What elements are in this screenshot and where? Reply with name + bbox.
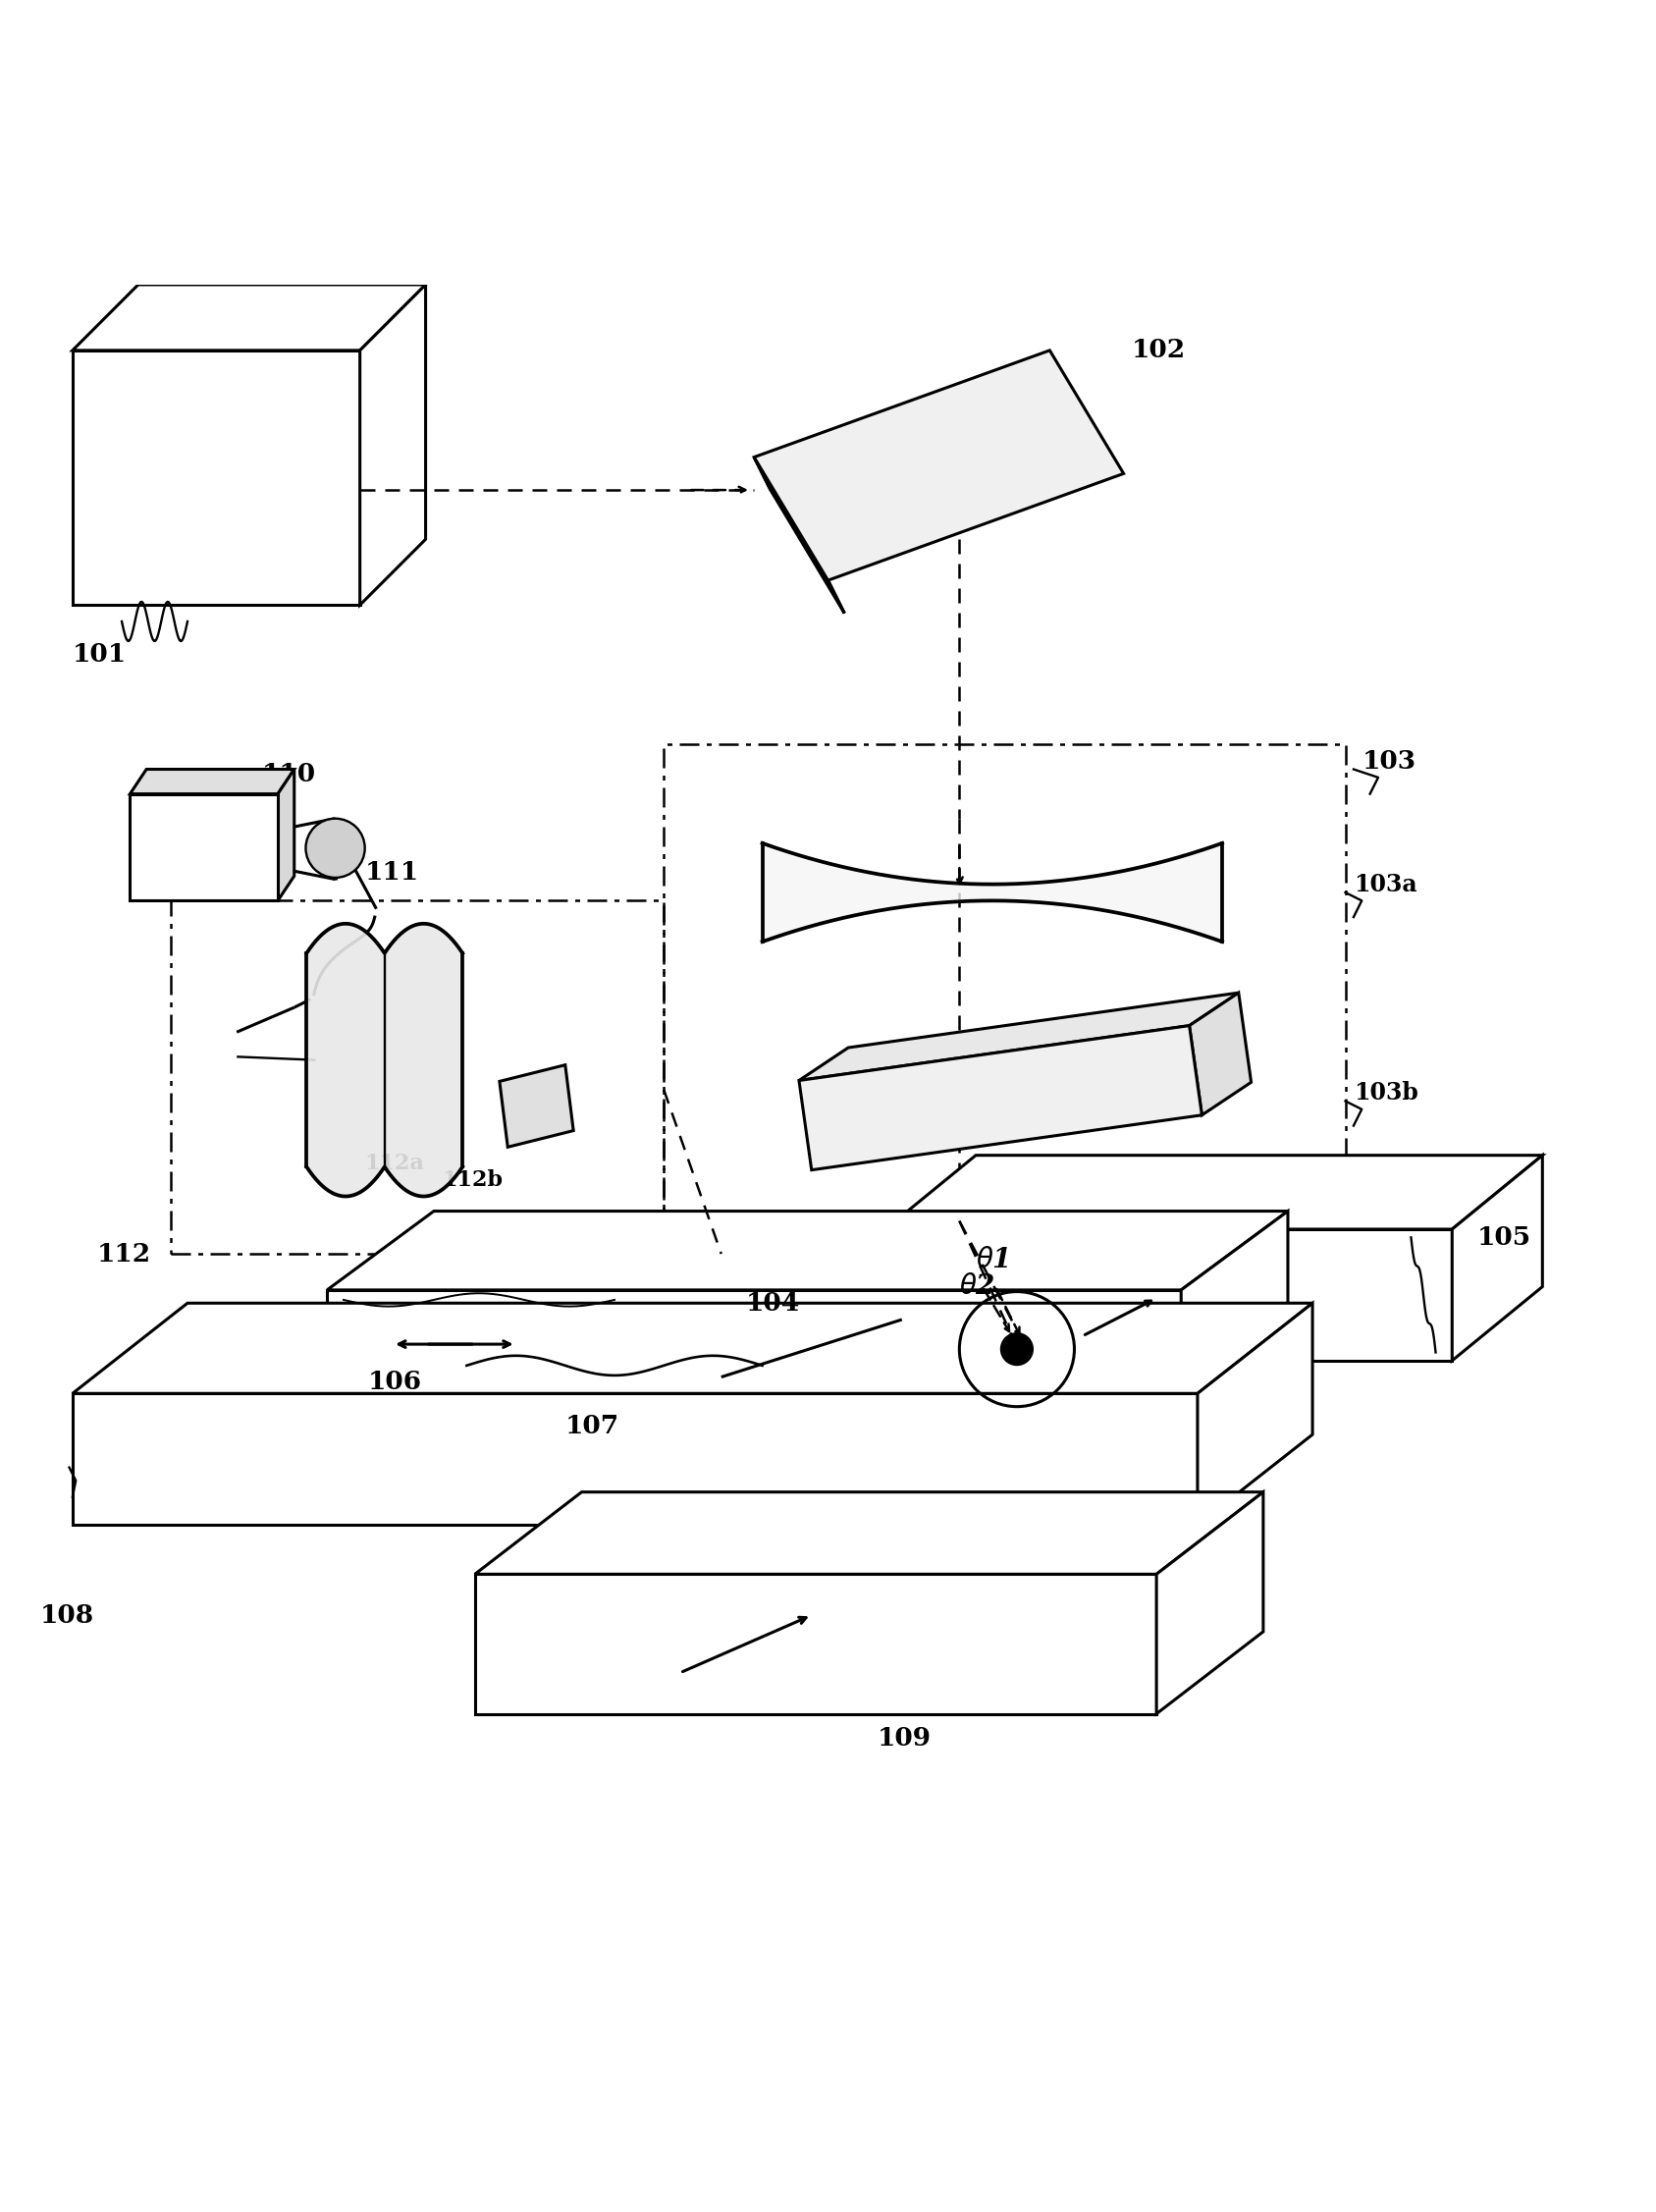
Polygon shape: [1452, 1155, 1542, 1360]
Polygon shape: [1197, 1303, 1313, 1524]
Text: 103: 103: [1361, 750, 1416, 774]
Text: 112a: 112a: [364, 1152, 424, 1175]
Polygon shape: [886, 1230, 1452, 1360]
Text: $\theta$2: $\theta$2: [959, 1274, 995, 1301]
Polygon shape: [475, 1493, 1264, 1575]
Text: 104: 104: [745, 1292, 800, 1316]
Text: 112b: 112b: [442, 1170, 503, 1190]
Text: 105: 105: [1477, 1225, 1530, 1250]
Polygon shape: [129, 770, 295, 794]
Text: 101: 101: [73, 641, 126, 666]
Polygon shape: [73, 285, 426, 349]
Text: $\theta$1: $\theta$1: [975, 1248, 1009, 1274]
Text: 107: 107: [565, 1413, 619, 1438]
Circle shape: [1000, 1334, 1033, 1365]
Text: 108: 108: [40, 1604, 94, 1628]
Polygon shape: [475, 1575, 1156, 1714]
Text: 102: 102: [1131, 338, 1186, 363]
Polygon shape: [73, 1303, 1313, 1394]
Polygon shape: [1156, 1493, 1264, 1714]
Polygon shape: [798, 993, 1239, 1079]
Polygon shape: [500, 1064, 573, 1148]
Text: 111: 111: [364, 860, 419, 885]
Polygon shape: [359, 285, 426, 606]
Polygon shape: [886, 1155, 1542, 1230]
Polygon shape: [328, 1212, 1288, 1290]
Text: 112: 112: [98, 1241, 151, 1265]
Bar: [664, 745, 1345, 1221]
Polygon shape: [328, 1290, 1181, 1402]
Bar: [171, 900, 664, 1254]
Polygon shape: [753, 349, 1124, 580]
Text: 103a: 103a: [1353, 872, 1418, 896]
Polygon shape: [1189, 993, 1252, 1115]
Text: 103b: 103b: [1353, 1082, 1418, 1104]
Text: 106: 106: [368, 1369, 422, 1394]
Polygon shape: [278, 770, 295, 900]
Polygon shape: [798, 1026, 1202, 1170]
Polygon shape: [1181, 1212, 1288, 1402]
Circle shape: [306, 818, 364, 878]
Polygon shape: [753, 458, 845, 613]
Polygon shape: [73, 1394, 1197, 1524]
Text: 110: 110: [262, 761, 316, 787]
Polygon shape: [129, 794, 278, 900]
Text: 109: 109: [878, 1725, 931, 1750]
Polygon shape: [73, 349, 359, 606]
